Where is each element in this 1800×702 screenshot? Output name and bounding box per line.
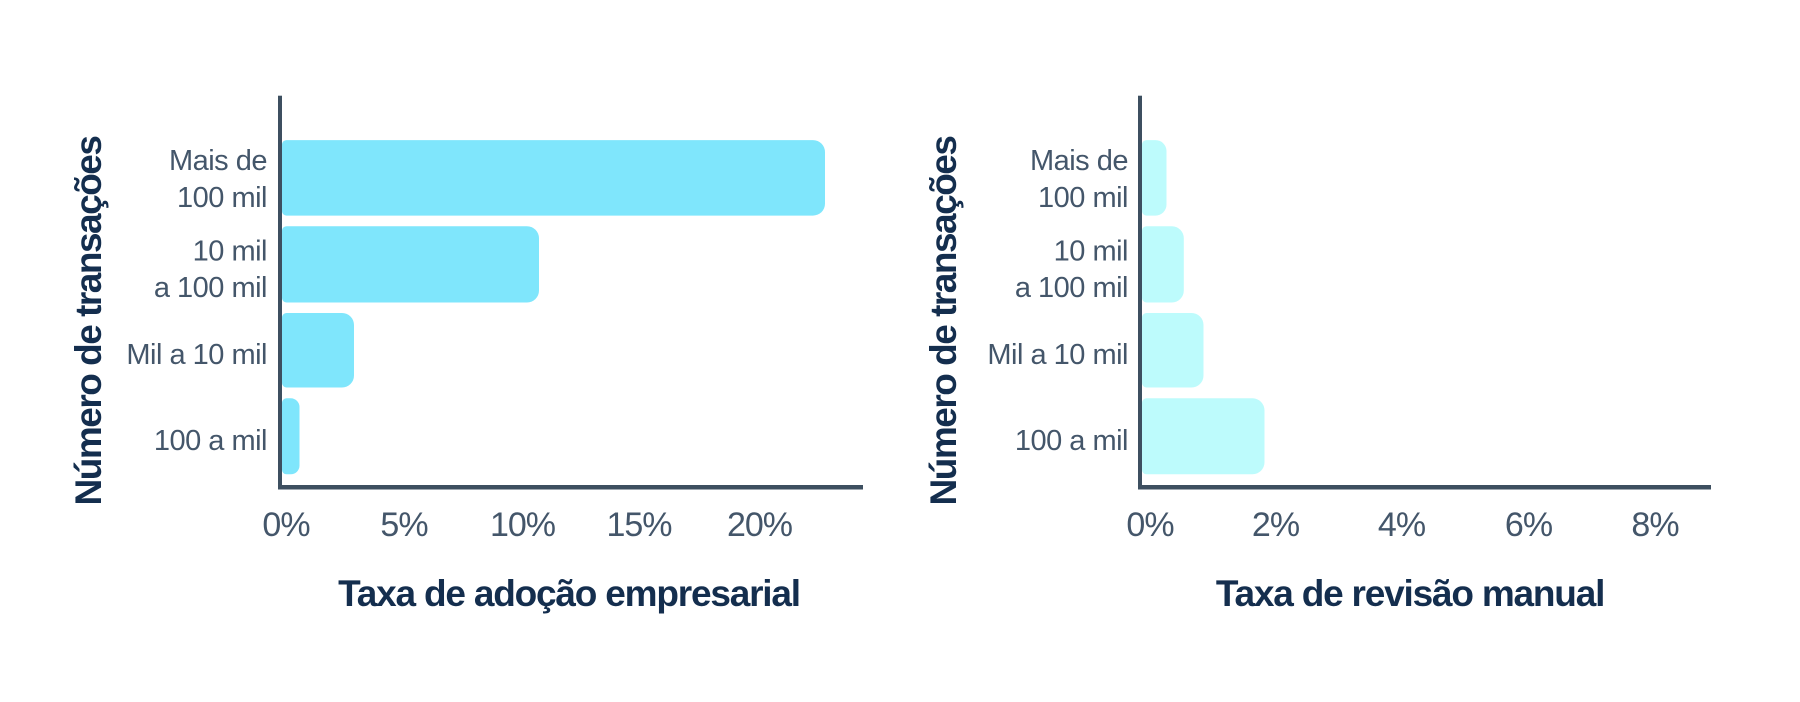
svg-text:15%: 15% — [606, 506, 672, 544]
svg-text:10 mil: 10 mil — [193, 236, 267, 268]
svg-text:a 100 mil: a 100 mil — [154, 272, 267, 304]
svg-text:100 mil: 100 mil — [177, 182, 267, 214]
svg-text:100 mil: 100 mil — [1038, 182, 1128, 214]
svg-text:0%: 0% — [262, 506, 310, 544]
svg-text:Taxa de adoção empresarial: Taxa de adoção empresarial — [338, 573, 800, 614]
svg-text:Número de transações: Número de transações — [68, 136, 109, 506]
svg-text:100 a mil: 100 a mil — [1015, 425, 1128, 457]
svg-text:20%: 20% — [727, 506, 793, 544]
svg-text:Mil a 10 mil: Mil a 10 mil — [987, 339, 1128, 371]
svg-text:Número de transações: Número de transações — [923, 136, 964, 506]
svg-text:Mil a 10 mil: Mil a 10 mil — [126, 339, 267, 371]
svg-text:4%: 4% — [1378, 506, 1426, 544]
svg-text:10%: 10% — [490, 506, 556, 544]
svg-text:6%: 6% — [1505, 506, 1553, 544]
svg-text:Mais de: Mais de — [169, 145, 267, 177]
svg-text:10 mil: 10 mil — [1054, 236, 1128, 268]
svg-text:100 a mil: 100 a mil — [154, 425, 267, 457]
svg-text:a 100 mil: a 100 mil — [1015, 272, 1128, 304]
svg-text:Taxa de revisão manual: Taxa de revisão manual — [1216, 573, 1604, 614]
svg-text:5%: 5% — [380, 506, 428, 544]
svg-text:8%: 8% — [1631, 506, 1679, 544]
svg-text:0%: 0% — [1126, 506, 1174, 544]
svg-text:2%: 2% — [1252, 506, 1300, 544]
svg-text:Mais de: Mais de — [1030, 145, 1128, 177]
